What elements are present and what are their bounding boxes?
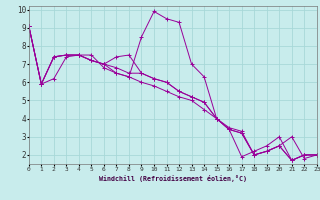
X-axis label: Windchill (Refroidissement éolien,°C): Windchill (Refroidissement éolien,°C) <box>99 175 247 182</box>
